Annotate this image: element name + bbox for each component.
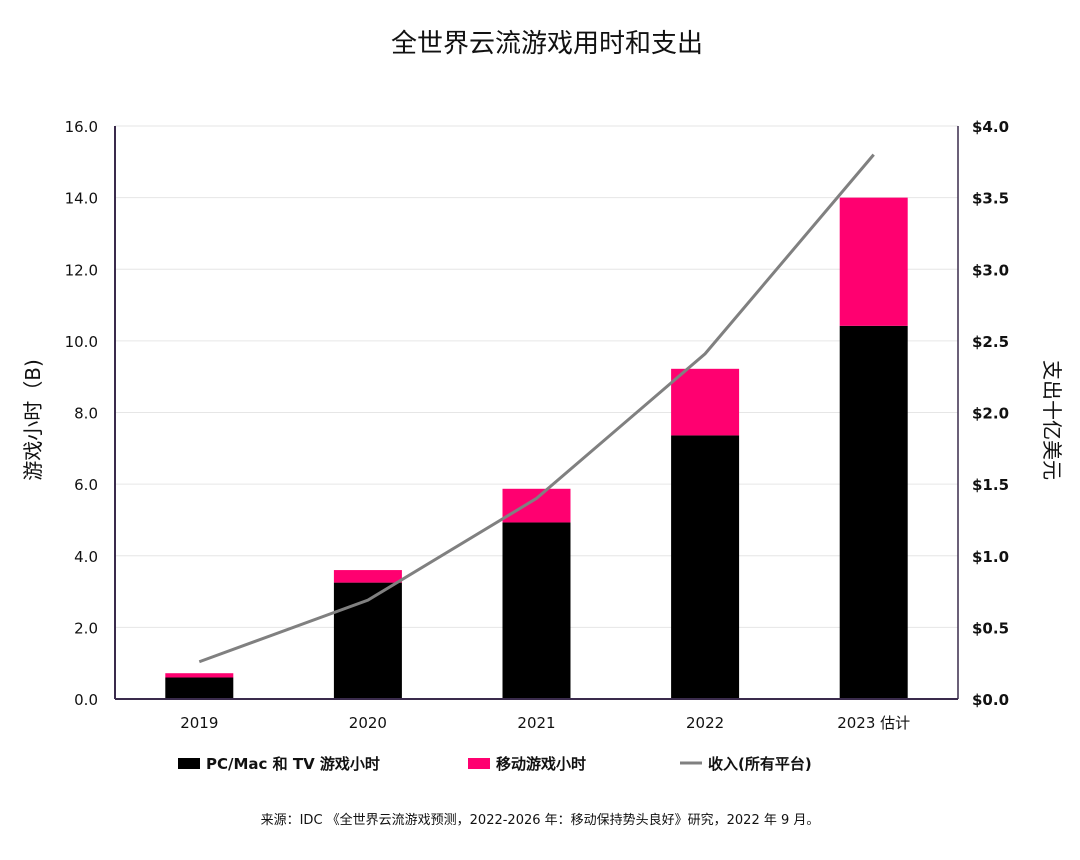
x-tick-label: 2020 bbox=[349, 714, 387, 732]
y2-tick-label: $4.0 bbox=[972, 118, 1009, 136]
y-tick-label: 0.0 bbox=[74, 691, 98, 709]
y-axis-label: 游戏小时（B) bbox=[21, 359, 45, 481]
bar-segment bbox=[165, 677, 234, 699]
y-tick-label: 4.0 bbox=[74, 548, 98, 566]
legend-label: PC/Mac 和 TV 游戏小时 bbox=[206, 755, 380, 773]
x-tick-label: 2021 bbox=[517, 714, 555, 732]
revenue-line bbox=[198, 153, 875, 664]
y-tick-label: 14.0 bbox=[65, 190, 98, 208]
y2-tick-label: $1.5 bbox=[972, 476, 1009, 494]
y2-tick-label: $1.0 bbox=[972, 548, 1009, 566]
y-tick-label: 8.0 bbox=[74, 405, 98, 423]
y2-tick-label: $0.0 bbox=[972, 691, 1009, 709]
y2-tick-label: $2.5 bbox=[972, 333, 1009, 351]
y2-tick-label: $3.5 bbox=[972, 190, 1009, 208]
y2-axis-label: 支出十亿美元 bbox=[1040, 360, 1064, 480]
x-tick-label: 2019 bbox=[180, 714, 218, 732]
legend-label: 移动游戏小时 bbox=[496, 755, 586, 773]
bar-segment bbox=[839, 325, 908, 699]
y2-tick-label: $2.0 bbox=[972, 405, 1009, 423]
bar-segment bbox=[333, 570, 402, 583]
bar-segment bbox=[502, 522, 571, 699]
y-tick-label: 16.0 bbox=[65, 118, 98, 136]
bar-segment bbox=[839, 197, 908, 326]
legend-swatch bbox=[468, 758, 490, 769]
x-tick-label: 2023 估计 bbox=[837, 714, 910, 732]
bar-segment bbox=[671, 435, 740, 699]
source-note: 来源：IDC 《全世界云流游戏预测，2022-2026 年：移动保持势头良好》研… bbox=[261, 812, 820, 828]
bar-segment bbox=[333, 582, 402, 699]
chart-title: 全世界云流游戏用时和支出 bbox=[391, 29, 703, 59]
y-tick-label: 12.0 bbox=[65, 261, 98, 279]
y-tick-label: 10.0 bbox=[65, 333, 98, 351]
y2-tick-label: $0.5 bbox=[972, 619, 1009, 637]
legend-label: 收入(所有平台) bbox=[708, 755, 812, 773]
y2-tick-label: $3.0 bbox=[972, 261, 1009, 279]
legend-swatch bbox=[178, 758, 200, 769]
y-tick-label: 2.0 bbox=[74, 619, 98, 637]
bar-segment bbox=[671, 368, 740, 436]
bar-segment bbox=[165, 673, 234, 678]
bar-segment bbox=[502, 488, 571, 523]
x-tick-label: 2022 bbox=[686, 714, 724, 732]
y-tick-label: 6.0 bbox=[74, 476, 98, 494]
